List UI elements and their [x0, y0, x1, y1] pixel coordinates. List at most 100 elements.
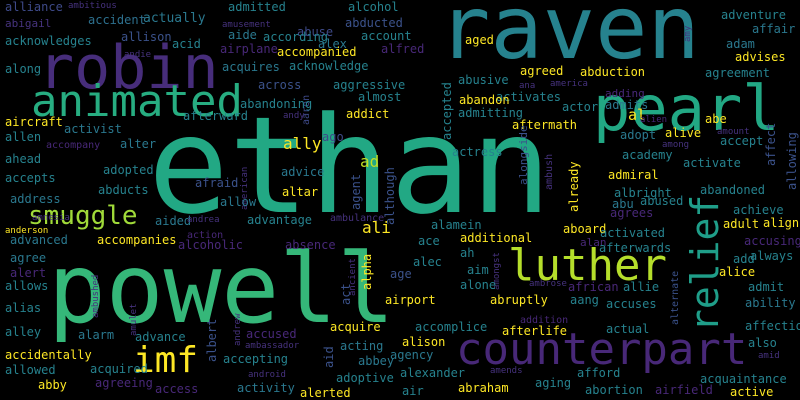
cloud-word: aid [322, 346, 336, 368]
cloud-word: address [10, 192, 61, 206]
cloud-word: accepted [440, 82, 454, 140]
cloud-word: advice [281, 165, 324, 179]
cloud-word: admit [748, 280, 784, 294]
cloud-word: abruptly [490, 293, 548, 307]
cloud-word: agree [10, 251, 46, 265]
cloud-word: alerted [300, 386, 351, 400]
cloud-word: acid [172, 37, 201, 51]
cloud-word: admitting [458, 106, 523, 120]
cloud-word: adventure [721, 8, 786, 22]
cloud-word: amount [717, 127, 750, 137]
cloud-word: advance [135, 330, 186, 344]
cloud-word: alarm [78, 328, 114, 342]
cloud-word: amongst [492, 252, 502, 290]
cloud-word: alamein [431, 218, 482, 232]
cloud-word: powell [48, 233, 395, 345]
cloud-word: afterward [183, 109, 248, 123]
cloud-word: andrew [233, 313, 243, 346]
cloud-word: abu [612, 197, 634, 211]
cloud-word: abandoned [700, 183, 765, 197]
cloud-word: aided [155, 214, 191, 228]
cloud-word: american [240, 167, 250, 210]
cloud-word: addict [346, 107, 389, 121]
cloud-word: ah [460, 246, 474, 260]
cloud-word: actually [143, 11, 206, 26]
cloud-word: ana [519, 81, 535, 91]
cloud-word: accident [88, 13, 146, 27]
cloud-word: abusive [458, 73, 509, 87]
cloud-word: abe [705, 112, 727, 126]
cloud-word: advanced [10, 233, 68, 247]
cloud-word: abortion [585, 383, 643, 397]
cloud-word: accompanies [97, 233, 176, 247]
cloud-word: alliance [5, 0, 63, 14]
cloud-word: accompanied [277, 45, 356, 59]
cloud-word: aboard [563, 222, 606, 236]
cloud-word: already [567, 161, 581, 212]
cloud-word: albright [614, 186, 672, 200]
cloud-word: alive [665, 126, 701, 140]
cloud-word: activate [683, 156, 741, 170]
cloud-word: adding [605, 87, 645, 100]
cloud-word: allen [5, 130, 41, 144]
cloud-word: aggressive [333, 78, 405, 92]
cloud-word: accepts [5, 171, 56, 185]
cloud-word: android [248, 370, 286, 380]
cloud-word: ambassador [245, 341, 300, 351]
cloud-word: abbey [358, 354, 394, 368]
cloud-word: counterpart [456, 324, 747, 375]
cloud-word: agency [390, 348, 433, 362]
cloud-word: alec [413, 255, 442, 269]
cloud-word: alter [120, 137, 156, 151]
cloud-word: alan [580, 236, 607, 249]
cloud-word: alison [402, 335, 445, 349]
cloud-word: adult [723, 217, 759, 231]
cloud-word: admitted [228, 0, 286, 14]
cloud-word: ancient [348, 258, 358, 296]
cloud-word: alert [10, 266, 46, 280]
cloud-word: accomplice [415, 320, 487, 334]
cloud-word: animated [31, 76, 243, 127]
cloud-word: abandon [459, 93, 510, 107]
cloud-word: alpha [360, 254, 374, 290]
cloud-word: altar [282, 185, 318, 199]
cloud-word: andrea [187, 215, 220, 225]
cloud-word: pearl [593, 72, 780, 145]
cloud-word: adopted [103, 163, 154, 177]
cloud-word: allowing [785, 132, 799, 190]
cloud-word: add [733, 252, 755, 266]
cloud-word: academy [622, 148, 673, 162]
cloud-word: abandoning [240, 97, 312, 111]
cloud-word: aaron [301, 95, 312, 125]
cloud-word: action [187, 230, 223, 241]
cloud-word: abby [38, 378, 67, 392]
cloud-word: alexander [400, 366, 465, 380]
cloud-word: acknowledges [5, 34, 92, 48]
cloud-word: abraham [458, 381, 509, 395]
cloud-word: ethan [148, 88, 551, 244]
cloud-word: access [155, 382, 198, 396]
cloud-word: adopt [620, 128, 656, 142]
cloud-word: smuggle [28, 201, 138, 231]
cloud-word: alley [5, 325, 41, 339]
cloud-word: actual [606, 322, 649, 336]
cloud-word: amusement [222, 20, 271, 30]
cloud-word: agrees [610, 206, 653, 220]
cloud-word: allie [623, 280, 659, 294]
cloud-word: agreement [705, 66, 770, 80]
cloud-word: activated [600, 226, 665, 240]
cloud-word: according [263, 30, 328, 44]
cloud-word: age [390, 267, 412, 281]
cloud-word: imf [133, 340, 198, 381]
cloud-word: afford [577, 366, 620, 380]
cloud-word: accused [246, 327, 297, 341]
cloud-word: abducted [345, 16, 403, 30]
cloud-word: admits [605, 98, 648, 112]
cloud-word: almost [358, 90, 401, 104]
cloud-word: account [361, 29, 412, 43]
cloud-word: america [550, 79, 588, 89]
cloud-word: amends [490, 366, 523, 376]
cloud-word: ace [418, 234, 440, 248]
cloud-word: alcohol [348, 0, 399, 14]
